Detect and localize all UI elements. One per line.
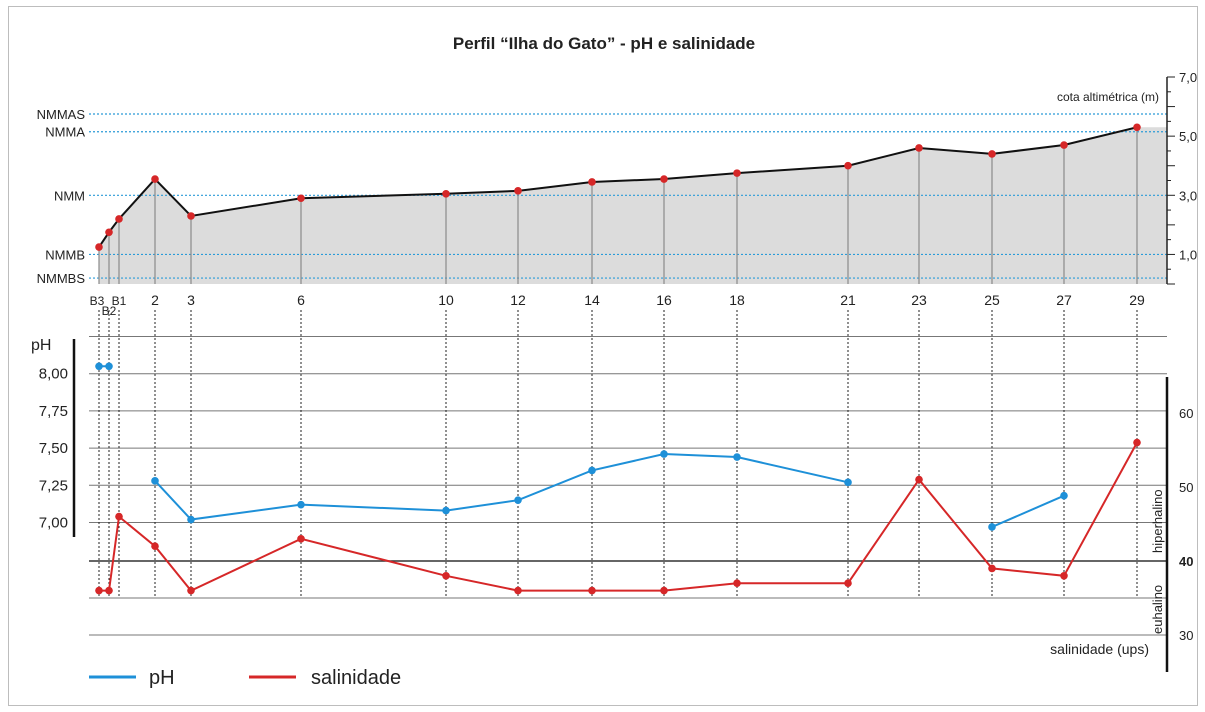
ph-point-27 [1060,491,1068,500]
profile-point-b1 [115,215,123,223]
salinity-point-27 [1060,572,1068,580]
station-label-2: 2 [151,292,159,308]
profile-point-b2 [105,228,113,237]
station-label-25: 25 [984,292,1000,308]
salinity-point-21 [844,579,852,587]
station-label-b1: B1 [112,294,127,308]
legend-label-salinity: salinidade [311,667,401,689]
elevation-axis-label: cota altimétrica (m) [1057,90,1159,104]
ph-point-10 [442,506,450,515]
profile-point-23 [915,144,923,152]
station-label-3: 3 [187,292,195,308]
euhalino-label: euhalino [1150,585,1165,634]
profile-point-16 [660,175,668,183]
reference-label-nmm: NMM [54,188,85,203]
ph-point-6 [297,500,305,509]
ph-point-b2 [105,362,113,371]
ph-point-b3 [95,362,103,371]
hiperhalino-label: hiperhalino [1150,489,1165,553]
ph-point-18 [733,453,741,461]
station-label-23: 23 [911,292,927,308]
profile-point-b3 [95,243,103,251]
elevation-profile-chart: NMMAS NMMA NMM NMMB NMMBS 1,0 3,0 5,0 7,0 cota al… [37,70,1197,318]
profile-point-2 [151,175,159,183]
reference-label-nmmbs: NMMBS [37,271,86,286]
salinity-point-29 [1133,438,1141,447]
salinity-point-b1 [115,512,123,521]
salinity-axis-label: salinidade (ups) [1050,641,1149,657]
profile-line [98,126,1138,248]
reference-label-nmma: NMMA [45,125,85,140]
ph-point-25 [988,523,996,531]
salinity-point-23 [915,475,923,484]
ph-point-14 [588,466,596,475]
station-label-14: 14 [584,292,600,308]
profile-point-25 [988,150,996,158]
salinity-point-10 [442,572,450,580]
station-label-12: 12 [510,292,526,308]
salinity-point-3 [187,586,195,595]
ph-line-segment [991,494,1065,528]
salinity-point-b2 [105,586,113,595]
salinity-line [99,442,1138,592]
salinity-point-18 [733,579,741,587]
station-label-29: 29 [1129,292,1145,308]
ph-tick-label: 8,00 [39,366,68,383]
salinity-tick-label: 30 [1179,628,1193,643]
station-label-6: 6 [297,292,305,308]
legend: pH salinidade [89,667,401,689]
ph-axis-label: pH [31,337,51,354]
ph-tick-label: 7,00 [39,515,68,532]
ph-line-segment [154,453,849,521]
elevation-tick-label: 7,0 [1179,70,1197,85]
salinity-point-2 [151,542,159,550]
salinity-tick-label: 60 [1179,406,1193,421]
ph-point-21 [844,478,852,487]
ph-point-2 [151,477,159,485]
profile-point-21 [844,161,852,170]
profile-point-18 [733,169,741,177]
elevation-tick-label: 3,0 [1179,188,1197,203]
chart-frame: Perfil “Ilha do Gato” - pH e salinidade … [8,6,1198,706]
profile-point-10 [442,190,450,198]
ph-point-12 [514,496,522,504]
salinity-point-b3 [95,586,103,595]
profile-point-14 [588,178,596,186]
ph-point-16 [660,450,668,458]
salinity-point-16 [660,586,668,595]
elevation-tick-label: 5,0 [1179,129,1197,144]
chart-svg: Perfil “Ilha do Gato” - pH e salinidade … [31,34,1197,689]
legend-label-ph: pH [149,667,175,689]
ph-tick-label: 7,50 [39,440,68,457]
profile-fill [99,127,1167,285]
station-label-16: 16 [656,292,672,308]
ph-point-3 [187,515,195,524]
salinity-point-14 [588,586,596,595]
chart-title: Perfil “Ilha do Gato” - pH e salinidade [453,34,755,53]
station-label-27: 27 [1056,292,1072,308]
salinity-point-6 [297,535,305,543]
profile-point-29 [1133,123,1141,132]
station-label-18: 18 [729,292,745,308]
ph-salinity-chart: pH 7,00 7,25 7,50 7,75 8,00 30 40 50 60 salinidade… [31,310,1193,672]
elevation-tick-label: 1,0 [1179,247,1197,262]
station-label-10: 10 [438,292,454,308]
station-label-21: 21 [840,292,856,308]
profile-point-3 [187,212,195,220]
salinity-tick-label: 50 [1179,480,1193,495]
profile-point-12 [514,187,522,195]
reference-label-nmmas: NMMAS [37,107,86,122]
salinity-point-25 [988,564,996,573]
ph-tick-label: 7,75 [39,403,68,420]
profile-point-27 [1060,141,1068,149]
salinity-point-12 [514,586,522,595]
station-label-b3: B3 [90,294,105,308]
reference-label-nmmb: NMMB [45,247,85,262]
profile-point-6 [297,194,305,203]
salinity-tick-label: 40 [1179,554,1193,569]
ph-tick-label: 7,25 [39,477,68,494]
